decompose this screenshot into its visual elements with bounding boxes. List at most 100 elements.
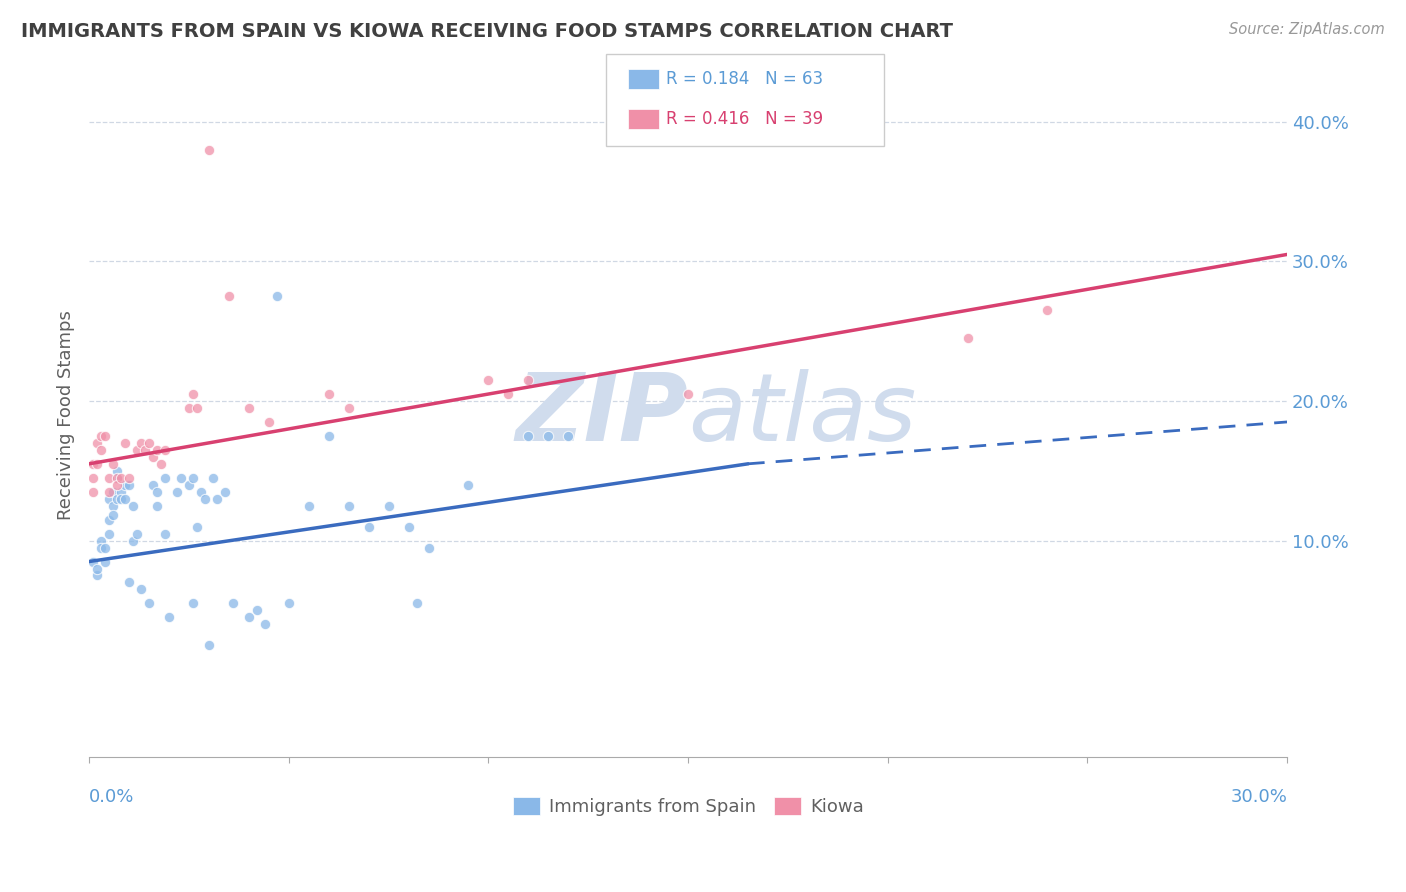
Point — [101, 484, 124, 499]
Point — [138, 596, 160, 610]
Point — [146, 442, 169, 457]
Point — [337, 499, 360, 513]
Y-axis label: Receiving Food Stamps: Receiving Food Stamps — [58, 310, 75, 520]
Point — [90, 442, 112, 457]
Point — [82, 471, 104, 485]
Point — [181, 471, 204, 485]
Point — [114, 436, 136, 450]
Point — [405, 596, 427, 610]
Legend: Immigrants from Spain, Kiowa: Immigrants from Spain, Kiowa — [505, 789, 870, 823]
Point — [86, 436, 108, 450]
Point — [298, 499, 321, 513]
Point — [118, 471, 141, 485]
Point — [357, 519, 380, 533]
Text: R = 0.184   N = 63: R = 0.184 N = 63 — [666, 70, 824, 88]
Point — [153, 471, 176, 485]
Text: ZIP: ZIP — [515, 369, 688, 461]
Text: Source: ZipAtlas.com: Source: ZipAtlas.com — [1229, 22, 1385, 37]
Point — [194, 491, 217, 506]
Point — [198, 143, 221, 157]
Point — [118, 477, 141, 491]
Point — [201, 471, 224, 485]
Point — [157, 610, 180, 624]
Point — [222, 596, 245, 610]
Point — [238, 401, 260, 415]
Point — [142, 477, 165, 491]
Text: atlas: atlas — [688, 369, 917, 460]
Point — [337, 401, 360, 415]
Point — [105, 477, 128, 491]
Point — [125, 526, 148, 541]
Point — [246, 603, 269, 617]
Point — [105, 464, 128, 478]
Point — [98, 484, 121, 499]
Point — [253, 617, 276, 632]
Point — [105, 491, 128, 506]
Point — [956, 331, 979, 345]
Point — [1036, 303, 1059, 318]
Point — [98, 491, 121, 506]
Point — [186, 401, 208, 415]
Point — [101, 508, 124, 523]
Point — [82, 457, 104, 471]
Point — [129, 582, 152, 597]
Point — [101, 499, 124, 513]
Point — [90, 533, 112, 548]
Point — [90, 541, 112, 555]
Point — [114, 491, 136, 506]
Point — [90, 429, 112, 443]
Point — [153, 442, 176, 457]
Point — [114, 477, 136, 491]
Point — [477, 373, 499, 387]
Point — [82, 484, 104, 499]
Point — [257, 415, 280, 429]
Text: 30.0%: 30.0% — [1230, 788, 1286, 805]
Point — [98, 526, 121, 541]
Point — [198, 638, 221, 652]
Point — [190, 484, 212, 499]
Point — [98, 471, 121, 485]
Point — [277, 596, 299, 610]
Point — [129, 436, 152, 450]
Point — [676, 387, 699, 401]
Point — [318, 429, 340, 443]
Point — [517, 429, 540, 443]
Point — [218, 289, 240, 303]
Point — [266, 289, 288, 303]
Point — [457, 477, 479, 491]
Point — [142, 450, 165, 464]
Point — [94, 541, 117, 555]
Point — [177, 477, 200, 491]
Text: R = 0.416   N = 39: R = 0.416 N = 39 — [666, 110, 824, 128]
Point — [86, 568, 108, 582]
Point — [125, 442, 148, 457]
Point — [377, 499, 399, 513]
Point — [537, 429, 560, 443]
Point — [517, 373, 540, 387]
Point — [181, 596, 204, 610]
Point — [105, 471, 128, 485]
Point — [149, 457, 172, 471]
Point — [214, 484, 236, 499]
Point — [398, 519, 420, 533]
Point — [170, 471, 193, 485]
Point — [118, 575, 141, 590]
Point — [110, 471, 132, 485]
Point — [205, 491, 228, 506]
Point — [138, 436, 160, 450]
Point — [146, 499, 169, 513]
Point — [557, 429, 579, 443]
Point — [98, 513, 121, 527]
Point — [153, 526, 176, 541]
Point — [418, 541, 440, 555]
Point — [110, 491, 132, 506]
Point — [177, 401, 200, 415]
Point — [110, 484, 132, 499]
Point — [318, 387, 340, 401]
Point — [86, 457, 108, 471]
Point — [86, 561, 108, 575]
Point — [122, 533, 145, 548]
Point — [166, 484, 188, 499]
Point — [105, 471, 128, 485]
Text: 0.0%: 0.0% — [89, 788, 135, 805]
